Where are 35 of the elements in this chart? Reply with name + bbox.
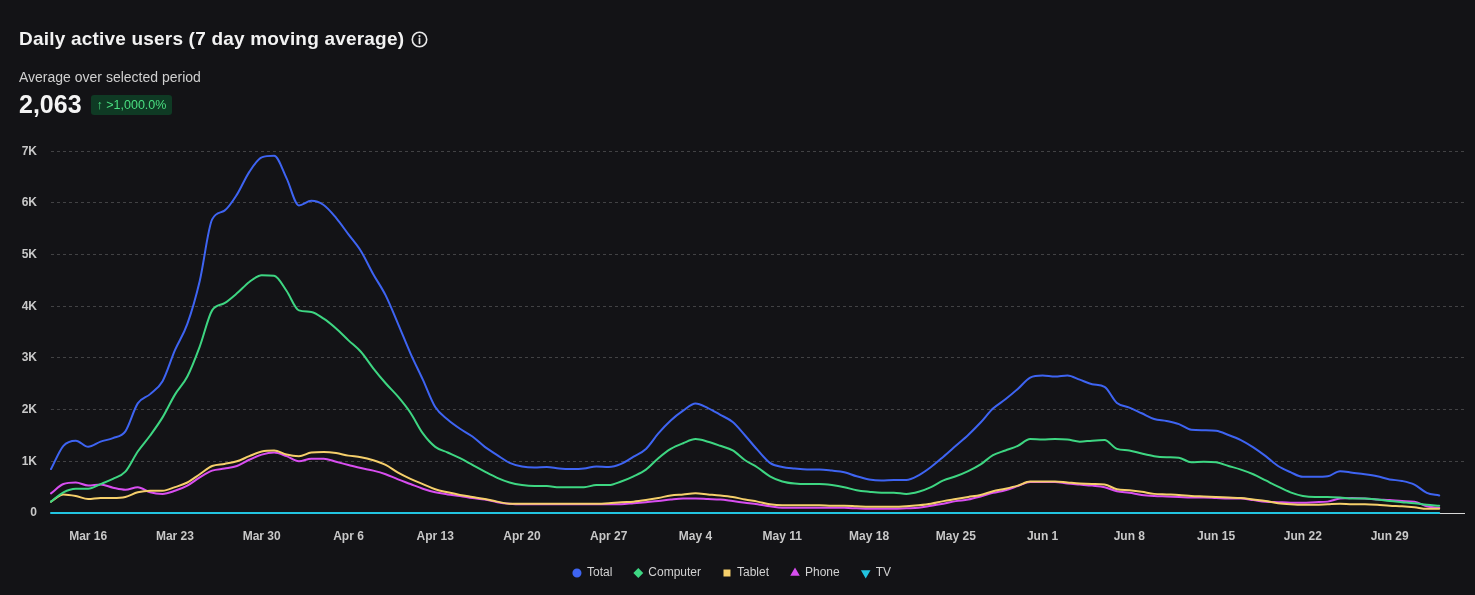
x-tick-label: Mar 30	[242, 528, 282, 543]
y-tick-label: 7K	[21, 143, 38, 158]
chart-title: Daily active users (7 day moving average)	[19, 28, 405, 49]
legend-label: TV	[875, 565, 892, 580]
legend-label: Tablet	[736, 565, 770, 580]
x-tick-label: Mar 16	[69, 528, 108, 543]
x-tick-label: Jun 15	[1197, 528, 1236, 543]
y-tick-label: 0	[30, 505, 38, 520]
x-tick-label: May 18	[849, 528, 890, 543]
y-tick-label: 6K	[21, 195, 38, 210]
x-tick-label: Jun 29	[1370, 528, 1409, 543]
legend-label: Total	[586, 565, 613, 580]
x-tick-label: Apr 20	[503, 528, 541, 543]
x-tick-label: Jun 22	[1283, 528, 1323, 543]
y-tick-label: 5K	[21, 246, 38, 261]
chart-subtitle: Average over selected period	[19, 69, 201, 85]
x-tick-label: May 11	[762, 528, 803, 543]
x-tick-label: Apr 6	[333, 528, 365, 543]
line-series	[50, 154, 1441, 497]
legend-label: Phone	[805, 565, 841, 580]
y-tick-label: 2K	[21, 401, 38, 416]
x-tick-label: Jun 1	[1026, 528, 1059, 543]
x-tick-label: Jun 8	[1113, 528, 1146, 543]
x-tick-label: May 4	[678, 528, 713, 543]
x-tick-label: May 25	[935, 528, 977, 543]
y-tick-label: 4K	[21, 298, 38, 313]
y-tick-label: 3K	[21, 350, 38, 365]
x-tick-label: Apr 27	[590, 528, 628, 543]
legend-label: Computer	[648, 565, 701, 580]
x-tick-label: Apr 13	[416, 528, 455, 543]
text: 2,063	[19, 90, 82, 119]
line-series	[50, 274, 1441, 507]
text: ↑ >1,000.0%	[90, 94, 173, 115]
y-tick-label: 1K	[21, 453, 38, 468]
x-tick-label: Mar 23	[155, 528, 195, 543]
